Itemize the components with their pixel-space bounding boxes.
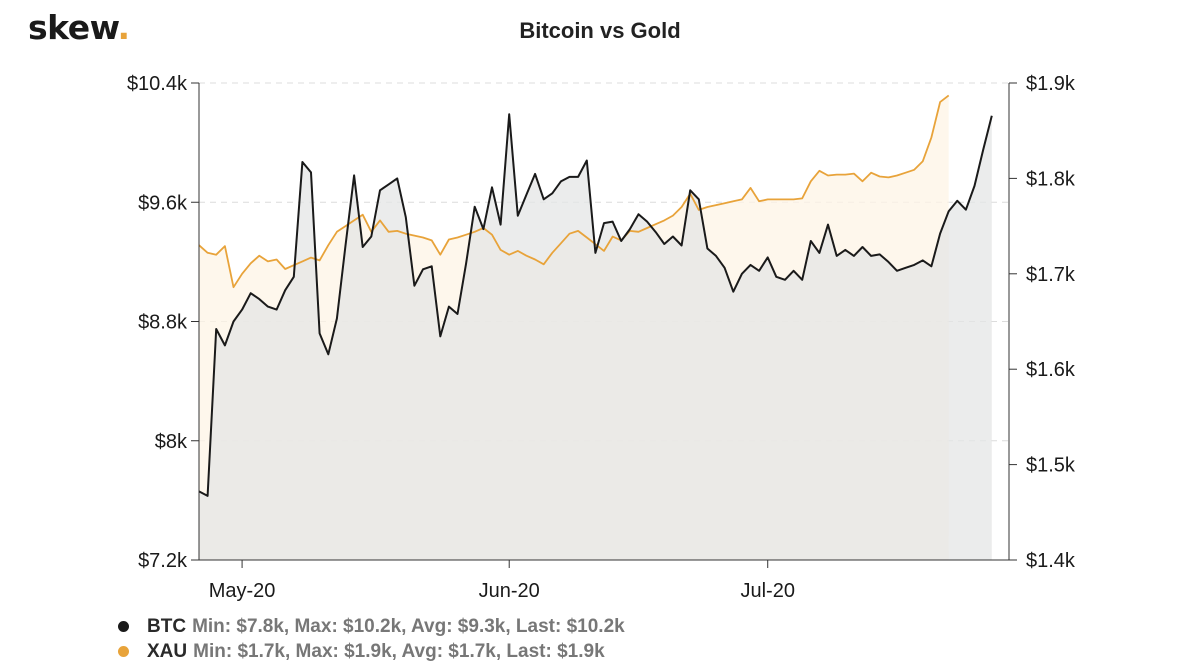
chart-title: Bitcoin vs Gold: [519, 18, 681, 43]
y-right-tick-label-1: $1.5k: [1026, 455, 1076, 477]
legend: BTC Min: $7.8k, Max: $10.2k, Avg: $9.3k,…: [118, 614, 625, 664]
y-left-tick-label-2: $8.8k: [138, 312, 188, 334]
skew-logo: skew.: [28, 8, 130, 47]
y-right-tick-label-0: $1.4k: [1026, 550, 1076, 572]
x-tick-label-0: May-20: [209, 580, 276, 602]
legend-xau-name: XAU: [147, 640, 188, 662]
btc-dot-icon: [118, 621, 129, 632]
btc-area: [199, 114, 992, 561]
chart-area: $7.2k $8k $8.8k $9.6k $10.4k $1.4k $1.5k $1.6k $…: [127, 73, 1076, 602]
y-left-tick-label-1: $8k: [155, 431, 188, 453]
legend-btc-stats: Min: $7.8k, Max: $10.2k, Avg: $9.3k, Las…: [192, 615, 625, 637]
legend-xau-stats: Min: $1.7k, Max: $1.9k, Avg: $1.7k, Last…: [193, 640, 605, 662]
y-right-tick-label-3: $1.7k: [1026, 264, 1076, 286]
y-right-tick-label-5: $1.9k: [1026, 73, 1076, 95]
btc-line: [198, 113, 993, 497]
legend-item-xau[interactable]: XAU Min: $1.7k, Max: $1.9k, Avg: $1.7k, …: [118, 639, 625, 664]
y-left-tick-label-3: $9.6k: [138, 192, 188, 214]
y-left-tick-label-4: $10.4k: [127, 73, 188, 95]
y-right-tick-label-2: $1.6k: [1026, 359, 1076, 381]
y-right-tick-label-4: $1.8k: [1026, 168, 1076, 190]
y-left-tick-label-0: $7.2k: [138, 550, 188, 572]
xau-line: [198, 94, 950, 289]
legend-btc-name: BTC: [147, 615, 187, 637]
xau-dot-icon: [118, 646, 129, 657]
x-tick-label-1: Jun-20: [479, 580, 540, 602]
x-tick-label-2: Jul-20: [740, 580, 794, 602]
legend-item-btc[interactable]: BTC Min: $7.8k, Max: $10.2k, Avg: $9.3k,…: [118, 614, 625, 639]
